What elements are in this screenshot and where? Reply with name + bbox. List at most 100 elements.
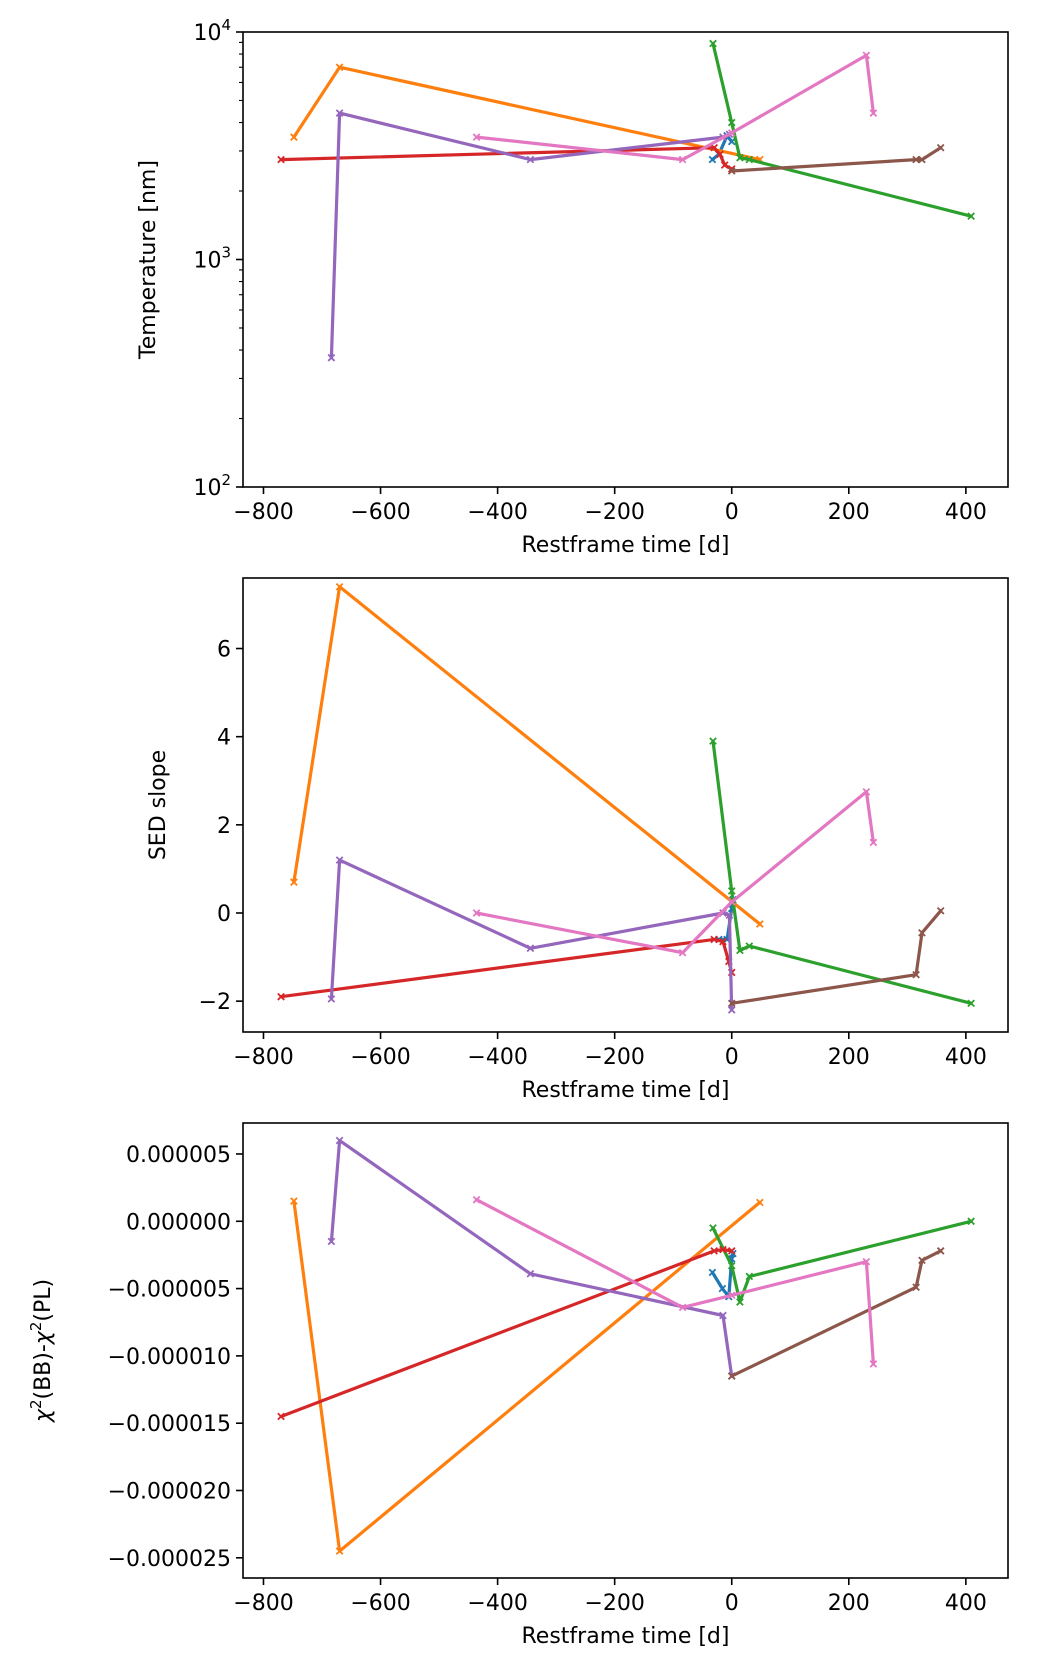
series-line-5	[329, 1138, 734, 1378]
data-point	[710, 935, 719, 944]
data-point	[708, 1268, 717, 1277]
y-tick-label: −0.000020	[108, 1480, 231, 1505]
series-line-4	[279, 1247, 734, 1419]
series-group	[277, 582, 975, 1014]
series-line-7	[474, 790, 876, 955]
data-point	[335, 1547, 344, 1555]
data-point	[526, 944, 535, 953]
x-tick-label: −400	[467, 1591, 527, 1616]
data-point	[720, 161, 729, 169]
data-point	[727, 1261, 736, 1270]
x-tick-label: −600	[350, 1045, 410, 1070]
x-tick-label: −600	[350, 500, 410, 525]
x-axis-label: Restframe time [d]	[522, 533, 730, 558]
data-point	[327, 995, 336, 1003]
x-tick-label: 200	[828, 500, 870, 525]
data-point	[755, 1198, 764, 1207]
data-point	[755, 920, 764, 928]
data-point	[727, 898, 736, 906]
data-point	[727, 118, 736, 127]
data-point	[745, 942, 754, 950]
x-tick-label: −400	[467, 1045, 527, 1070]
plot-frame	[242, 31, 1009, 488]
data-point	[472, 1195, 481, 1204]
data-point	[862, 51, 871, 60]
data-point	[727, 1247, 736, 1255]
data-point	[709, 39, 717, 48]
y-axis-label: Temperature [nm]	[136, 160, 161, 360]
y-tick-label: −0.000005	[108, 1278, 231, 1303]
data-point	[472, 133, 481, 141]
x-tick-label: −200	[584, 1045, 644, 1070]
y-tick-label: 6	[217, 638, 231, 663]
data-point	[335, 1136, 344, 1145]
data-point	[727, 129, 736, 137]
series-line-6	[730, 909, 943, 1005]
data-point	[526, 155, 535, 164]
data-point	[327, 1237, 336, 1246]
data-point	[708, 155, 717, 164]
data-point	[918, 1256, 926, 1265]
data-point	[745, 155, 754, 164]
y-tick-label: 102	[193, 471, 231, 501]
data-point	[526, 1269, 535, 1278]
data-point	[862, 1257, 871, 1266]
data-point	[869, 838, 878, 847]
data-point	[277, 1412, 285, 1421]
x-tick-label: 200	[828, 1591, 870, 1616]
data-point	[327, 353, 336, 362]
series-line-3	[711, 739, 973, 1005]
data-point	[936, 906, 945, 915]
y-axis-label: χ2(BB)-χ2(PL)	[27, 1279, 56, 1423]
x-tick-label: 0	[725, 500, 739, 525]
y-tick-label: 4	[217, 726, 231, 751]
data-point	[335, 582, 344, 591]
plot-frame	[242, 577, 1009, 1033]
y-tick-label: −0.000010	[108, 1345, 231, 1370]
data-point	[710, 143, 719, 152]
data-point	[709, 737, 717, 745]
series-line-7	[474, 1198, 876, 1366]
panel-3: −800 −600 −400 −200 0 200 400 −0.000025 −0.00002…	[27, 1122, 1009, 1649]
y-axis-label: SED slope	[146, 750, 171, 860]
data-point	[918, 155, 926, 164]
data-point	[725, 911, 734, 920]
data-point	[335, 109, 344, 117]
data-point	[727, 137, 736, 146]
data-point	[869, 109, 878, 117]
y-tick-label: 0.000000	[126, 1210, 231, 1235]
data-point	[967, 212, 975, 221]
data-point	[727, 1372, 736, 1380]
y-tick-label: 0.000005	[126, 1143, 231, 1168]
data-point	[710, 1247, 719, 1255]
x-axis-label: Restframe time [d]	[522, 1078, 730, 1103]
x-tick-label: −200	[584, 1591, 644, 1616]
x-tick-label: 200	[828, 1045, 870, 1070]
x-tick-label: 0	[725, 1045, 739, 1070]
data-point	[936, 143, 945, 152]
y-tick-label: −0.000015	[108, 1412, 231, 1437]
y-tick-label: −2	[199, 990, 231, 1015]
series-line-6	[730, 1249, 943, 1378]
data-point	[869, 1360, 878, 1368]
series-group	[277, 1136, 975, 1555]
data-point	[967, 1217, 975, 1226]
panel-2: −800 −600 −400 −200 0 200 400 −2 0 2 4 6 Restframe t…	[146, 577, 1009, 1103]
x-tick-label: 0	[725, 1591, 739, 1616]
data-point	[709, 1224, 717, 1232]
data-point	[736, 946, 744, 955]
x-tick-label: −800	[233, 1591, 293, 1616]
series-line-6	[730, 146, 943, 173]
plot-frame	[242, 1122, 1009, 1579]
data-point	[290, 1197, 298, 1205]
data-point	[912, 155, 920, 164]
data-point	[290, 133, 298, 141]
data-point	[678, 155, 687, 164]
x-tick-label: 400	[945, 1045, 987, 1070]
y-tick-label: −0.000025	[108, 1547, 231, 1572]
data-point	[290, 878, 298, 886]
data-point	[719, 1311, 727, 1320]
y-tick-label: 0	[217, 902, 231, 927]
data-point	[678, 948, 687, 957]
